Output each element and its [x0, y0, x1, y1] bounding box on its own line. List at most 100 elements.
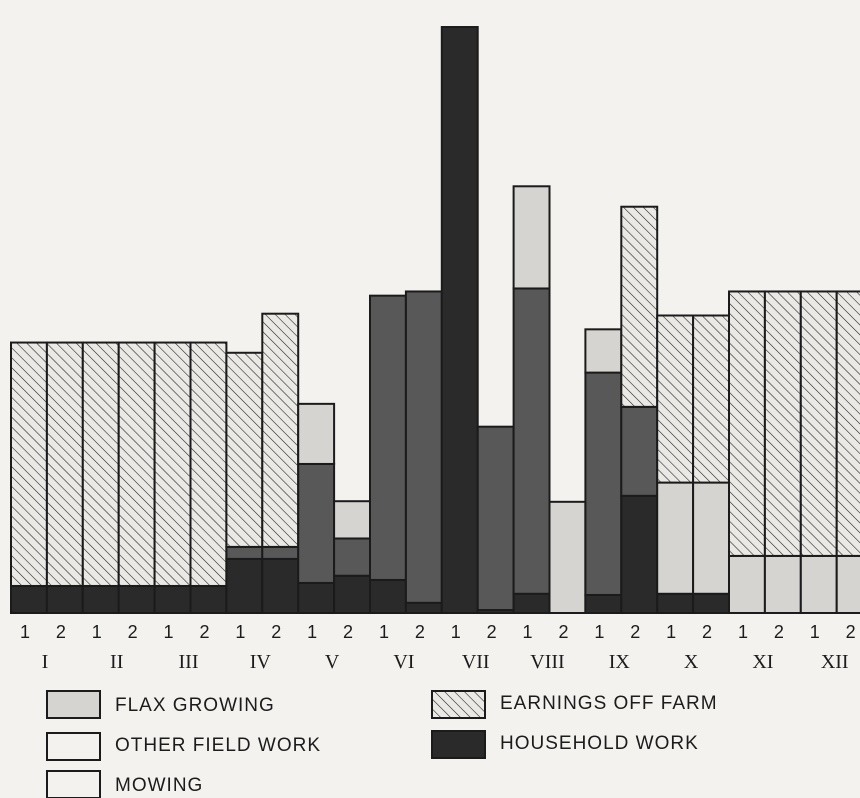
bar-segment-flax-growing-viii-2 — [548, 500, 587, 614]
month-label-i: I — [42, 651, 49, 673]
bar-segment-other-field-work-ix-2 — [620, 405, 659, 497]
month-label-iv: IV — [250, 651, 272, 673]
month-label-ix: IX — [609, 651, 631, 673]
bar-segment-household-work-vii-1 — [440, 26, 479, 614]
month-axis-labels: I II III IV V VI VII VIII IX X XI XII — [42, 651, 849, 673]
tick-label-v-2: 2 — [343, 622, 353, 642]
bar-segment-earnings-off-farm-iii-2 — [189, 341, 228, 587]
legend-label-mowing: MOWING — [115, 775, 203, 796]
tick-label-iii-1: 1 — [164, 622, 174, 642]
tick-label-vii-1: 1 — [451, 622, 461, 642]
chart-legend: FLAX GROWING EARNINGS OFF FARM OTHER FIELD… — [46, 690, 718, 798]
month-label-viii: VIII — [530, 651, 564, 673]
bar-segment-household-work-v-2 — [333, 574, 372, 614]
tick-label-xii-2: 2 — [846, 622, 856, 642]
tick-label-i-1: 1 — [20, 622, 30, 642]
bar-segment-flax-growing-v-2 — [333, 500, 372, 540]
tick-label-x-2: 2 — [702, 622, 712, 642]
x-axis-tick-labels: 1 2 1 2 1 2 1 2 1 2 1 2 1 2 1 2 1 2 1 2 1 2 1 2 — [20, 622, 856, 642]
bars-group — [10, 26, 860, 615]
bar-segment-household-work-i-1 — [10, 584, 48, 615]
legend-label-flax-growing: FLAX GROWING — [115, 695, 275, 716]
tick-label-ii-2: 2 — [128, 622, 138, 642]
tick-label-xi-2: 2 — [774, 622, 784, 642]
tick-label-xii-1: 1 — [810, 622, 820, 642]
bar-segment-earnings-off-farm-xi-1 — [728, 290, 766, 557]
bar-segment-earnings-off-farm-ii-2 — [117, 341, 156, 587]
month-label-ii: II — [110, 651, 123, 673]
bar-segment-flax-growing-xii-2 — [835, 554, 860, 614]
bar-segment-household-work-iv-2 — [261, 557, 300, 614]
bar-segment-other-field-work-iv-2 — [261, 545, 300, 560]
bar-segment-household-work-iii-2 — [189, 584, 228, 615]
bar-segment-household-work-iv-1 — [225, 557, 264, 614]
bar-segment-flax-growing-viii-1 — [512, 185, 551, 290]
bar-segment-household-work-x-1 — [656, 592, 695, 615]
legend-swatch-flax-growing — [46, 690, 101, 719]
bar-segment-flax-growing-x-2 — [692, 481, 730, 595]
bar-segment-household-work-x-2 — [692, 592, 730, 615]
tick-label-iv-1: 1 — [235, 622, 245, 642]
tick-label-ix-2: 2 — [630, 622, 640, 642]
bar-segment-household-work-ii-2 — [117, 584, 156, 615]
month-label-v: V — [325, 651, 340, 673]
legend-swatch-household-work — [431, 730, 486, 759]
tick-label-ii-1: 1 — [92, 622, 102, 642]
bar-segment-earnings-off-farm-xii-1 — [799, 290, 838, 557]
bar-segment-flax-growing-x-1 — [656, 481, 695, 595]
bar-segment-flax-growing-ix-1 — [584, 328, 623, 374]
tick-label-viii-1: 1 — [523, 622, 533, 642]
bar-segment-earnings-off-farm-iv-2 — [261, 312, 300, 548]
tick-label-x-1: 1 — [666, 622, 676, 642]
tick-label-vi-1: 1 — [379, 622, 389, 642]
month-label-xi: XI — [752, 651, 773, 673]
legend-swatch-mowing — [46, 770, 101, 798]
tick-label-vi-2: 2 — [415, 622, 425, 642]
bar-segment-earnings-off-farm-i-2 — [45, 341, 84, 587]
bar-segment-earnings-off-farm-i-1 — [10, 341, 48, 587]
bar-segment-flax-growing-v-1 — [297, 402, 336, 465]
bar-segment-other-field-work-vi-1 — [369, 294, 407, 581]
tick-label-v-1: 1 — [307, 622, 317, 642]
bar-segment-flax-growing-xi-1 — [728, 554, 766, 614]
tick-label-iii-2: 2 — [199, 622, 209, 642]
bar-segment-household-work-i-2 — [45, 584, 84, 615]
legend-swatch-earnings-off-farm — [431, 690, 486, 719]
legend-label-household-work: HOUSEHOLD WORK — [500, 733, 699, 754]
bar-segment-earnings-off-farm-iii-1 — [153, 341, 192, 587]
bar-segment-household-work-ix-2 — [620, 494, 659, 614]
bar-segment-earnings-off-farm-ix-2 — [620, 205, 659, 408]
bar-segment-household-work-viii-1 — [512, 592, 551, 615]
bar-segment-flax-growing-xi-2 — [763, 554, 802, 614]
month-label-iii: III — [179, 651, 199, 673]
month-label-x: X — [684, 651, 699, 673]
bar-segment-earnings-off-farm-x-2 — [692, 314, 730, 484]
bar-segment-other-field-work-ix-1 — [584, 371, 623, 596]
bar-segment-mowing-vi-2 — [404, 290, 443, 604]
bar-segment-other-field-work-iv-1 — [225, 545, 264, 560]
month-label-xii: XII — [821, 651, 849, 673]
bar-segment-earnings-off-farm-iv-1 — [225, 351, 264, 548]
bar-segment-other-field-work-v-2 — [333, 537, 372, 577]
bar-segment-household-work-iii-1 — [153, 584, 192, 615]
tick-label-iv-2: 2 — [271, 622, 281, 642]
bar-segment-household-work-vi-2 — [404, 601, 443, 615]
bar-segment-other-field-work-v-1 — [297, 462, 336, 584]
month-label-vi: VI — [393, 651, 414, 673]
bar-segment-other-field-work-vii-2 — [476, 425, 515, 611]
bar-segment-earnings-off-farm-xii-2 — [835, 290, 860, 557]
legend-label-other-field-work: OTHER FIELD WORK — [115, 735, 321, 756]
tick-label-xi-1: 1 — [738, 622, 748, 642]
bar-segment-household-work-vi-1 — [369, 578, 407, 615]
bar-segment-household-work-v-1 — [297, 581, 336, 615]
tick-label-vii-2: 2 — [487, 622, 497, 642]
bar-segment-earnings-off-farm-xi-2 — [763, 290, 802, 557]
tick-label-viii-2: 2 — [558, 622, 568, 642]
bar-segment-household-work-ii-1 — [81, 584, 120, 615]
tick-label-ix-1: 1 — [594, 622, 604, 642]
bar-segment-flax-growing-xii-1 — [799, 554, 838, 614]
legend-label-earnings-off-farm: EARNINGS OFF FARM — [500, 693, 718, 714]
month-label-vii: VII — [462, 651, 490, 673]
bar-segment-earnings-off-farm-x-1 — [656, 314, 695, 484]
